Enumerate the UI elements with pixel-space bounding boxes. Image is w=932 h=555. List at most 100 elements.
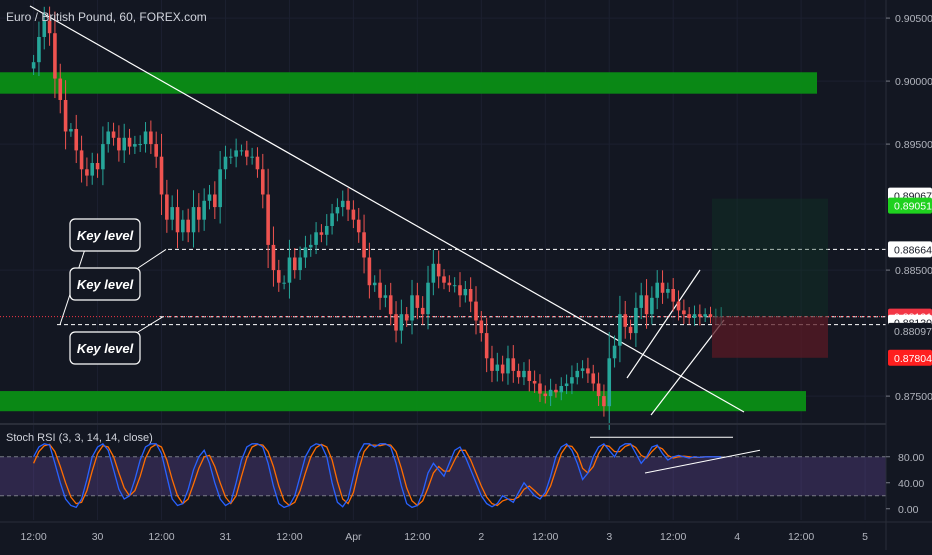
candle-body [79,150,84,170]
candle-body [74,128,79,151]
candle [655,270,660,310]
candle [591,364,596,392]
candle [282,275,286,290]
candle-body [399,314,404,331]
time-tick-label: 5 [862,531,868,543]
candle [143,122,148,153]
candle-body [516,370,521,378]
candle-body [330,213,334,226]
price-axis: 0.90500 0.90000 0.89500 0.88500 0.87500 0.890… [885,0,932,550]
candle [85,157,89,187]
candle-body [532,380,537,384]
candle [458,272,462,308]
candle [463,280,468,303]
candle [111,122,116,146]
candle [666,282,670,299]
candle [436,250,441,289]
candle [479,311,484,342]
candle-body [484,333,489,359]
candle-body [543,393,548,397]
candle [122,123,127,163]
candle-body [687,314,691,318]
candle-body [42,20,47,37]
time-tick-label: 12:00 [20,531,46,543]
candle [69,123,73,137]
candle [133,135,137,154]
candle-body [346,200,350,210]
candle [186,208,190,243]
candle [346,188,350,222]
candle-body [143,131,148,145]
candle-body [250,156,254,158]
candle [197,193,201,233]
candle-body [596,383,601,397]
candle-body [101,144,105,170]
candle-body [287,257,292,283]
key-level-callouts: Key level Key level Key level [59,218,167,365]
candle [399,299,404,344]
candle-body [335,207,340,214]
candle-body [149,131,153,145]
position-boxes [712,198,828,358]
price-tick-label: 0.89500 [895,139,932,151]
candle [351,200,356,229]
price-tick-label: 0.90000 [895,76,932,88]
candle [340,190,345,217]
candle [218,151,222,224]
stoch-tick-label: 0.00 [898,504,919,516]
candle [95,153,100,178]
time-tick-label: 12:00 [276,531,302,543]
candle-body [356,219,361,233]
candle-body [708,314,713,317]
candle [559,377,564,401]
callout-label: Key level [77,228,134,243]
candle [468,277,473,313]
candle [644,279,649,329]
candle-body [404,314,409,321]
candle [159,133,164,216]
candle [372,275,377,292]
price-badge-bg [888,197,932,214]
candle [335,198,340,222]
candles [31,6,723,430]
key-level-callout: Key level [69,249,167,301]
candle-body [260,169,265,195]
candle [708,306,713,324]
candle-body [106,131,111,145]
candle-body [426,282,430,315]
price-badge-label: 0.87804 [894,353,932,365]
candle-body [436,263,441,277]
price-badge-label: 0.89051 [894,201,932,213]
candle [165,179,169,233]
candle [53,11,57,99]
candle-body [660,282,665,293]
candle-body [111,131,116,138]
candle-body [554,389,558,393]
candle-body [63,99,68,132]
candle [639,282,644,320]
candle [426,265,430,330]
candle-body [506,358,510,374]
time-tick-label: 12:00 [148,531,174,543]
candle-body [538,383,542,394]
candle [154,131,158,168]
candle [410,279,414,335]
candle-body [420,307,425,315]
candle-body [442,276,446,283]
candle-body [186,219,190,233]
candle-body [527,370,532,381]
candle [394,301,398,343]
candle-body [175,207,180,233]
callout-label: Key level [77,277,134,292]
stoch-rsi-pane: Stoch RSI (3, 3, 14, 14, close) [0,423,932,509]
candle [127,128,132,155]
candle-body [671,288,675,302]
candle [117,125,121,162]
channel-lower-line [650,319,725,416]
price-tick-label: 0.90500 [895,13,932,25]
stoch-k-line [33,442,722,509]
candle-body [229,156,233,158]
stoch-tick-label: 40.00 [898,478,924,490]
candle [79,135,84,183]
